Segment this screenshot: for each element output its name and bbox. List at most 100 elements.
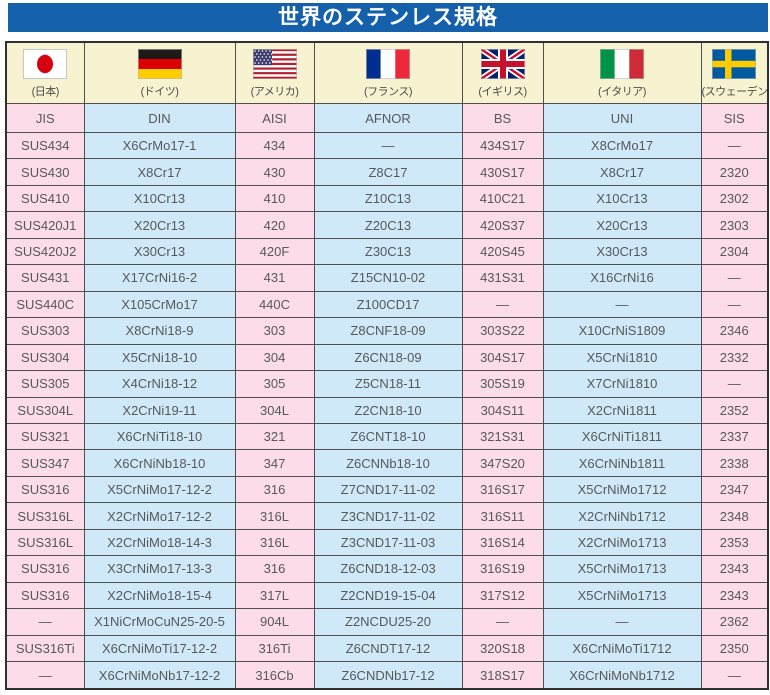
- table-cell: X17CrNi16-2: [83, 264, 236, 292]
- table-cell: —: [700, 661, 769, 690]
- table-cell: X6CrNiNb18-10: [83, 449, 236, 477]
- table-cell: SUS410: [5, 184, 85, 213]
- table-cell: X7CrNi1810: [542, 370, 702, 398]
- flag-usa-icon: [252, 49, 297, 79]
- table-cell: X10Cr13: [542, 184, 702, 213]
- table-cell: SUS304: [5, 343, 85, 372]
- table-row: SUS440C X105CrMo17 440C Z100CD17— — —: [5, 290, 769, 319]
- table-cell: —: [542, 608, 702, 636]
- table-cell: SUS303: [5, 317, 85, 345]
- table-cell: SUS440C: [5, 290, 85, 319]
- flag-germany-icon: [137, 49, 182, 79]
- table-cell: 2343: [700, 581, 769, 610]
- table-cell: Z8CNF18-09: [313, 317, 463, 345]
- table-cell: 420F: [234, 237, 315, 266]
- table-cell: 303S22: [461, 317, 544, 345]
- table-cell: 316Cb: [234, 661, 315, 690]
- table-cell: —: [461, 608, 544, 636]
- table-cell: 434S17: [461, 131, 544, 160]
- table-cell: 347: [234, 449, 315, 477]
- standard-code-header-uni: UNI: [542, 103, 702, 133]
- table-cell: 318S17: [461, 661, 544, 690]
- page-title: 世界のステンレス規格: [8, 3, 768, 32]
- table-cell: SUS304L: [5, 396, 85, 424]
- table-cell: 431: [234, 264, 315, 292]
- table-cell: SUS316L: [5, 528, 85, 557]
- table-row: SUS304L X2CrNi19-11 304L Z2CN18-10 304S11 X2C…: [5, 396, 769, 424]
- table-cell: SUS434: [5, 131, 85, 160]
- table-cell: 2304: [700, 237, 769, 266]
- table-cell: 305: [234, 370, 315, 398]
- table-cell: X1NiCrMoCuN25-20-5: [83, 608, 236, 636]
- table-cell: X5CrNiMo17-12-2: [83, 475, 236, 504]
- country-label: (日本): [31, 86, 60, 98]
- table-row: SUS430 X8Cr17 430 Z8C17 430S17 X8Cr17 2320: [5, 158, 769, 186]
- table-cell: Z6CN18-09: [313, 343, 463, 372]
- table-cell: —: [313, 131, 463, 160]
- table-cell: 2303: [700, 211, 769, 239]
- table-cell: X30Cr13: [542, 237, 702, 266]
- table-cell: 316L: [234, 528, 315, 557]
- table-cell: —: [700, 131, 769, 160]
- table-row: SUS316 X5CrNiMo17-12-2 316 Z7CND17-11-02 316…: [5, 475, 769, 504]
- table-cell: SUS420J1: [5, 211, 85, 239]
- table-cell: Z2NCDU25-20: [313, 608, 463, 636]
- table-cell: SUS321: [5, 422, 85, 451]
- table-cell: X6CrNiTi18-10: [83, 422, 236, 451]
- table-cell: Z2CND19-15-04: [313, 581, 463, 610]
- table-cell: SUS316: [5, 581, 85, 610]
- table-cell: 2338: [700, 449, 769, 477]
- table-cell: SUS420J2: [5, 237, 85, 266]
- table-cell: SUS430: [5, 158, 85, 186]
- country-header-usa: (アメリカ): [234, 41, 315, 104]
- table-cell: 316S11: [461, 502, 544, 530]
- table-cell: 2348: [700, 502, 769, 530]
- table-cell: X6CrNiMoTi1712: [542, 634, 702, 663]
- table-row: SUS420J1 X20Cr13 420 Z20C13 420S37 X20Cr13 230…: [5, 211, 769, 239]
- table-cell: 2302: [700, 184, 769, 213]
- table-cell: X5CrNiMo1712: [542, 475, 702, 504]
- table-cell: Z8C17: [313, 158, 463, 186]
- table-row: SUS434 X6CrMo17-1 434—434S17 X8CrMo17—: [5, 131, 769, 160]
- table-cell: 440C: [234, 290, 315, 319]
- table-cell: X10Cr13: [83, 184, 236, 213]
- table-cell: —: [700, 290, 769, 319]
- flag-uk-icon: [478, 46, 527, 82]
- table-cell: X10CrNiS1809: [542, 317, 702, 345]
- country-label: (スウェーデン): [701, 86, 768, 98]
- table-cell: X3CrNiMo17-13-3: [83, 555, 236, 583]
- table-row: SUS305 X4CrNi18-12 305 Z5CN18-11 305S19 X7CrN…: [5, 370, 769, 398]
- table-cell: Z3CND17-11-03: [313, 528, 463, 557]
- table-cell: 430S17: [461, 158, 544, 186]
- table-cell: Z6CNDNb17-12: [313, 661, 463, 690]
- standard-code-header-din: DIN: [83, 103, 236, 133]
- country-header-uk: (イギリス): [461, 41, 544, 104]
- table-cell: 2352: [700, 396, 769, 424]
- table-cell: 316: [234, 555, 315, 583]
- table-cell: X2CrNiMo18-14-3: [83, 528, 236, 557]
- table-row: SUS431 X17CrNi16-2 431 Z15CN10-02 431S31 X16C…: [5, 264, 769, 292]
- table-cell: X105CrMo17: [83, 290, 236, 319]
- table-cell: Z6CNT18-10: [313, 422, 463, 451]
- standard-code-header-aisi: AISI: [234, 103, 315, 133]
- table-cell: SUS316Ti: [5, 634, 85, 663]
- table-cell: 2332: [700, 343, 769, 372]
- table-cell: 304L: [234, 396, 315, 424]
- table-cell: X6CrMo17-1: [83, 131, 236, 160]
- table-cell: 316S17: [461, 475, 544, 504]
- table-cell: 2320: [700, 158, 769, 186]
- table-cell: X8Cr17: [542, 158, 702, 186]
- table-cell: —: [542, 290, 702, 319]
- table-cell: X6CrNiTi1811: [542, 422, 702, 451]
- table-cell: 2353: [700, 528, 769, 557]
- table-cell: SUS347: [5, 449, 85, 477]
- table-row: SUS347 X6CrNiNb18-10 347 Z6CNNb18-10 347S20 X…: [5, 449, 769, 477]
- table-cell: X2CrNiMo1713: [542, 528, 702, 557]
- table-cell: 410C21: [461, 184, 544, 213]
- table-cell: X5CrNiMo1713: [542, 555, 702, 583]
- table-cell: 305S19: [461, 370, 544, 398]
- table-cell: X8CrNi18-9: [83, 317, 236, 345]
- country-header-sweden: (スウェーデン): [700, 41, 769, 104]
- table-cell: X6CrNiMoTi17-12-2: [83, 634, 236, 663]
- country-header-italy: (イタリア): [542, 41, 702, 104]
